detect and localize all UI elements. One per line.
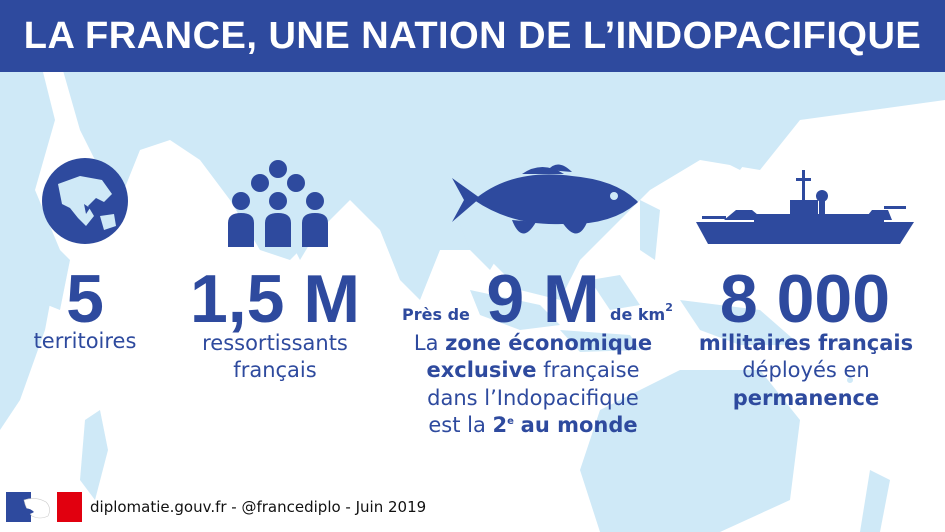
zee-line4-normal: est la: [428, 412, 486, 437]
military-caption-line2: déployés en: [742, 358, 870, 383]
people-icon: [228, 160, 328, 247]
military-caption: militaires français déployés en permanen…: [686, 330, 926, 412]
header-banner: LA FRANCE, UNE NATION DE L’INDOPACIFIQUE: [0, 0, 945, 72]
residents-caption-line1: ressortissants: [202, 331, 348, 355]
zee-line2-bold: exclusive: [426, 358, 537, 383]
zee-prefix: Près de: [402, 305, 470, 324]
fish-icon: [452, 164, 638, 234]
footer-credits: diplomatie.gouv.fr - @francediplo - Juin…: [90, 498, 427, 516]
zee-line4-bold: 2: [492, 412, 508, 437]
residents-caption-line2: français: [233, 358, 317, 383]
zee-line4-exponent: e: [507, 415, 514, 427]
zee-caption-line4: est la 2e au monde: [388, 412, 678, 439]
military-value: 8 000: [719, 261, 891, 337]
zee-value: 9 M: [486, 261, 600, 337]
zee-caption-line1: La zone économique: [388, 330, 678, 357]
zee-unit: de km2: [610, 301, 673, 324]
zee-unit-exponent: 2: [665, 301, 673, 314]
marianne-logo-icon: [6, 492, 82, 522]
zee-caption-line2: exclusive française: [388, 357, 678, 384]
residents-value: 1,5 M: [189, 261, 361, 337]
zee-line2-normal: française: [543, 358, 640, 383]
globe-icon: [42, 158, 128, 244]
warship-icon: [696, 170, 914, 244]
military-caption-line3: permanence: [732, 385, 880, 410]
zee-caption: La zone économique exclusive française d…: [388, 330, 678, 439]
zee-line1-normal: La: [413, 331, 439, 355]
territories-value: 5: [66, 261, 104, 337]
residents-caption: ressortissants français: [170, 330, 380, 385]
zee-line1-bold: zone économique: [445, 331, 653, 355]
page-title: LA FRANCE, UNE NATION DE L’INDOPACIFIQUE: [23, 14, 922, 57]
footer: diplomatie.gouv.fr - @francediplo - Juin…: [6, 492, 426, 522]
zee-caption-line3: dans l’Indopacifique: [427, 385, 639, 410]
zee-unit-text: de km: [610, 305, 666, 324]
zee-line4-end: au monde: [520, 412, 638, 437]
military-caption-line1: militaires français: [698, 331, 914, 355]
territories-caption: territoires: [33, 329, 137, 353]
